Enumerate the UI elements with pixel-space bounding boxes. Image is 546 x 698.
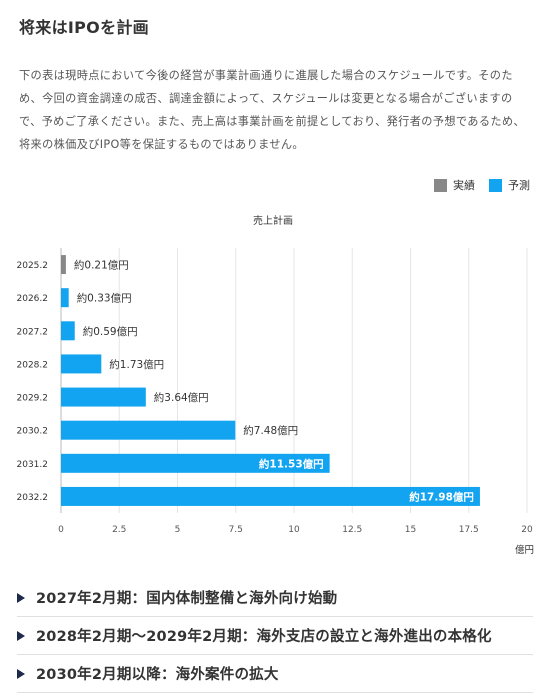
milestone-item[interactable]: 2030年2月期以降：海外案件の拡大 (17, 655, 533, 693)
bar (61, 321, 75, 341)
milestone-label: 2027年2月期：国内体制整備と海外向け始動 (36, 591, 338, 607)
data-label: 約3.64億円 (154, 391, 209, 404)
x-tick-label: 2.5 (112, 525, 126, 535)
x-tick-label: 12.5 (342, 525, 362, 535)
page-heading: 将来はIPOを計画 (19, 18, 149, 37)
legend-item-actual: 実績 (434, 177, 475, 193)
category-label: 2027.2 (17, 327, 49, 337)
legend-label-actual: 実績 (453, 179, 475, 192)
x-tick-label: 17.5 (459, 525, 479, 535)
bar (61, 288, 69, 308)
data-label: 約11.53億円 (259, 457, 324, 470)
disclaimer-text: 下の表は現時点において今後の経営が事業計画通りに進展した場合のスケジュールです。… (19, 69, 525, 151)
category-label: 2028.2 (17, 360, 49, 370)
milestone-item[interactable]: 2027年2月期：国内体制整備と海外向け始動 (17, 579, 533, 617)
milestone-label: 2030年2月期以降：海外案件の拡大 (36, 667, 279, 683)
milestone-list: 2027年2月期：国内体制整備と海外向け始動 2028年2月期〜2029年2月期… (17, 579, 533, 693)
category-label: 2025.2 (17, 261, 49, 271)
bar (61, 486, 480, 506)
category-label: 2030.2 (17, 427, 49, 437)
triangle-right-icon (17, 592, 25, 603)
x-axis-unit-label: 億円 (515, 544, 534, 556)
data-label: 約7.48億円 (243, 424, 298, 437)
bar (61, 420, 236, 440)
x-tick-label: 5 (175, 525, 181, 535)
bar (61, 453, 330, 473)
legend-swatch-forecast (489, 178, 502, 192)
category-label: 2029.2 (17, 394, 49, 404)
data-label: 約17.98億円 (409, 490, 474, 503)
category-label: 2031.2 (17, 460, 49, 470)
category-label: 2026.2 (17, 294, 49, 304)
triangle-right-icon (17, 630, 25, 641)
legend-item-forecast: 予測 (489, 177, 530, 193)
legend-swatch-actual (434, 178, 447, 192)
data-label: 約0.21億円 (74, 259, 129, 272)
x-tick-label: 0 (58, 525, 64, 535)
bar (61, 387, 146, 407)
x-tick-label: 20 (521, 525, 533, 535)
triangle-right-icon (17, 668, 25, 679)
data-label: 約0.33億円 (77, 292, 132, 305)
bar (61, 354, 102, 374)
data-label: 約0.59億円 (83, 325, 138, 338)
bar (61, 255, 66, 275)
milestone-item[interactable]: 2028年2月期〜2029年2月期：海外支店の設立と海外進出の本格化 (17, 617, 533, 655)
chart-legend: 実績 予測 (434, 177, 530, 193)
category-label: 2032.2 (17, 493, 49, 503)
x-tick-label: 7.5 (229, 525, 243, 535)
chart-title: 売上計画 (253, 216, 293, 227)
data-label: 約1.73億円 (109, 358, 164, 371)
x-tick-label: 15 (405, 525, 416, 535)
milestone-label: 2028年2月期〜2029年2月期：海外支店の設立と海外進出の本格化 (36, 629, 492, 645)
legend-label-forecast: 予測 (508, 179, 530, 192)
x-tick-label: 10 (288, 525, 300, 535)
sales-bar-chart: 0 2.5 5 7.5 10 12.5 15 17.5 20 億円 2025.2 約0.21億円 202… (17, 248, 534, 556)
